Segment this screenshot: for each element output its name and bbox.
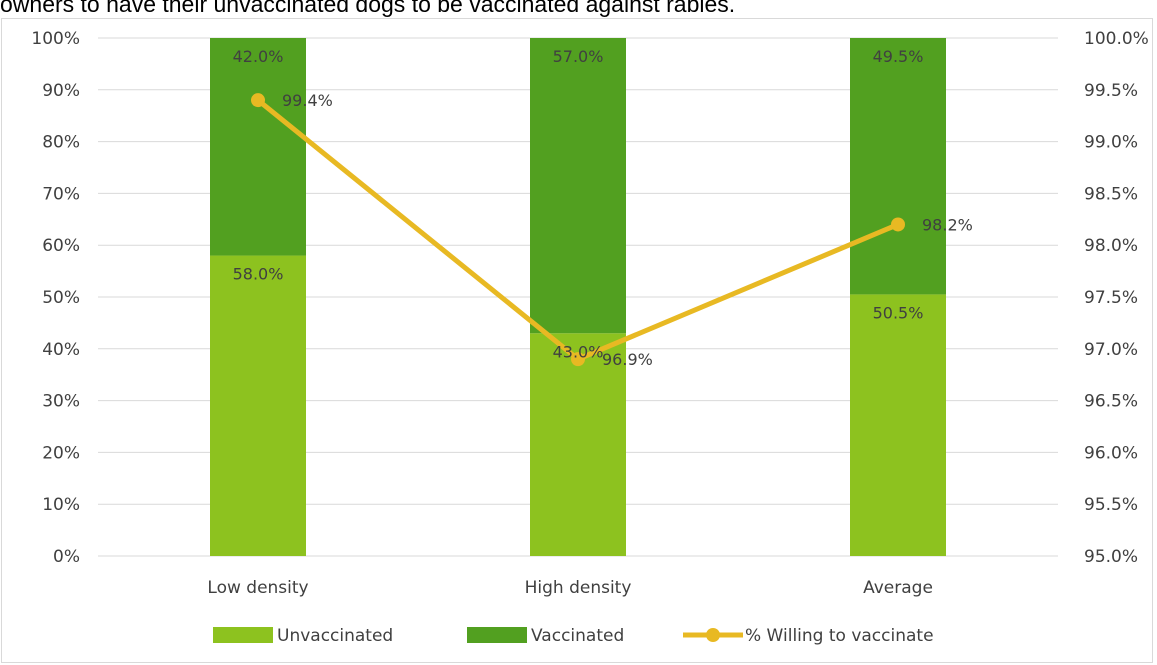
legend-label: Unvaccinated <box>277 626 393 646</box>
y-right-tick-label: 96.0% <box>1084 443 1138 463</box>
y-right-tick-label: 98.5% <box>1084 184 1138 204</box>
y-right-tick-label: 98.0% <box>1084 236 1138 256</box>
y-right-tick-label: 97.5% <box>1084 288 1138 308</box>
y-left-tick-label: 10% <box>42 495 80 515</box>
y-left-tick-label: 60% <box>42 236 80 256</box>
bar-unvaccinated <box>850 294 946 556</box>
bar-data-label: 49.5% <box>873 47 924 66</box>
y-right-tick-label: 95.5% <box>1084 495 1138 515</box>
chart-title: owners to have their unvaccinated dogs t… <box>0 0 736 17</box>
bar-vaccinated <box>530 38 626 334</box>
y-right-tick-label: 99.0% <box>1084 133 1138 153</box>
line-data-label: 96.9% <box>602 350 653 369</box>
y-right-tick-label: 96.5% <box>1084 392 1138 412</box>
willing-point <box>891 217 905 232</box>
bar-data-label: 57.0% <box>553 47 604 66</box>
legend-marker <box>706 628 720 642</box>
x-tick-label: Low density <box>207 578 308 598</box>
x-tick-label: Average <box>863 578 933 598</box>
legend-swatch <box>213 627 273 643</box>
legend: Unvaccinated Vaccinated % Willing to vacci… <box>213 626 934 646</box>
willing-point <box>251 93 265 108</box>
y-left-tick-label: 70% <box>42 184 80 204</box>
y-left-tick-label: 40% <box>42 340 80 360</box>
y-left-tick-label: 0% <box>53 547 80 567</box>
legend-label: Vaccinated <box>531 626 624 646</box>
bar-data-label: 43.0% <box>553 342 604 361</box>
bar-unvaccinated <box>530 333 626 556</box>
legend-swatch <box>467 627 527 643</box>
bar-vaccinated <box>210 38 306 256</box>
bar-vaccinated <box>850 38 946 295</box>
bar-data-label: 42.0% <box>233 47 284 66</box>
bar-unvaccinated <box>210 255 306 556</box>
axes: 0% 95.0% 10% 95.5% 20% 96.0% 30% 96.5% 40% 97.0% 5… <box>31 29 1148 598</box>
y-right-tick-label: 95.0% <box>1084 547 1138 567</box>
y-left-tick-label: 20% <box>42 443 80 463</box>
y-left-tick-label: 30% <box>42 392 80 412</box>
y-left-tick-label: 80% <box>42 133 80 153</box>
willing-line <box>251 93 905 367</box>
y-left-tick-label: 50% <box>42 288 80 308</box>
y-right-tick-label: 97.0% <box>1084 340 1138 360</box>
chart-frame <box>1 18 1153 663</box>
legend-label: % Willing to vaccinate <box>745 626 934 646</box>
y-right-tick-label: 100.0% <box>1084 29 1149 49</box>
bar-data-label: 50.5% <box>873 303 924 322</box>
line-data-label: 99.4% <box>282 91 333 110</box>
data-labels: 58.0% 43.0% 50.5% 42.0% 57.0% 49.5% 99.4% 96.9%… <box>233 47 973 369</box>
y-left-tick-label: 100% <box>31 29 80 49</box>
y-right-tick-label: 99.5% <box>1084 81 1138 101</box>
y-left-tick-label: 90% <box>42 81 80 101</box>
bars <box>210 38 946 556</box>
willing-point <box>571 352 585 367</box>
x-tick-label: High density <box>525 578 632 598</box>
line-data-label: 98.2% <box>922 215 973 234</box>
bar-data-label: 58.0% <box>233 265 284 284</box>
